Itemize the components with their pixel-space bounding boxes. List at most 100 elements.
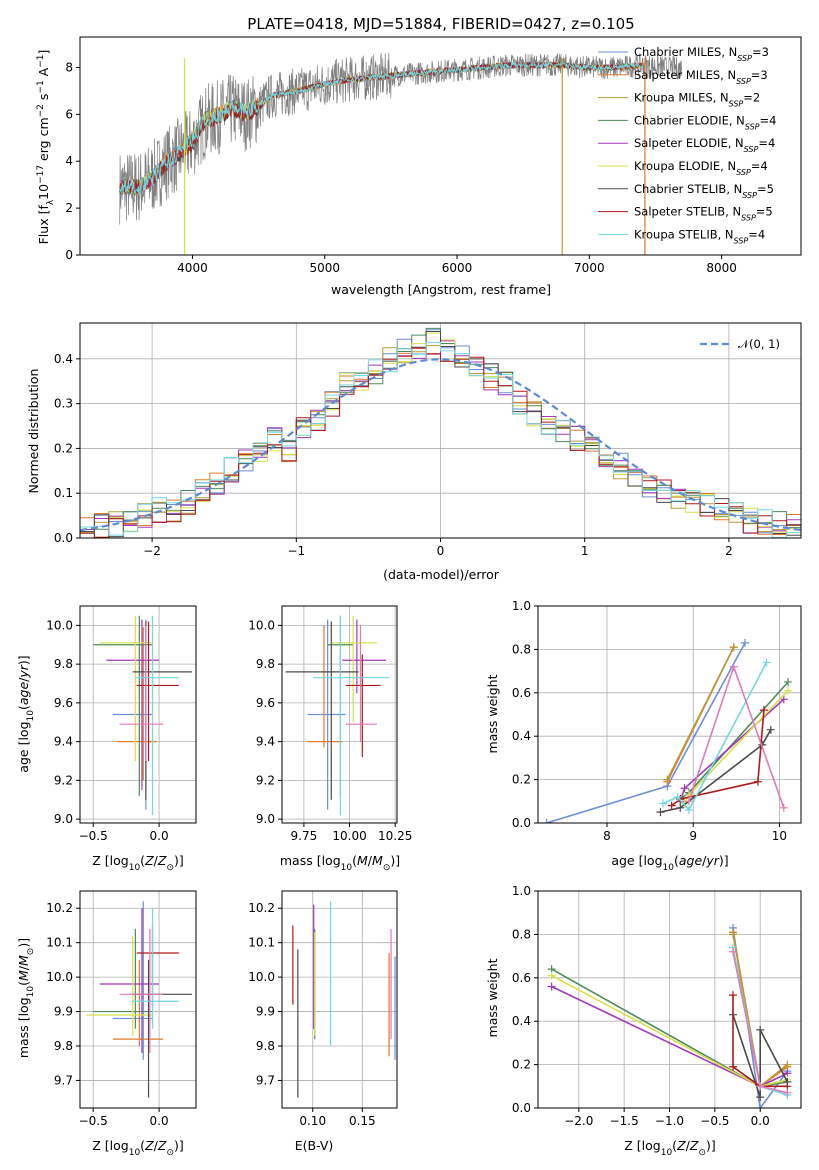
- weight-marker: [684, 805, 693, 814]
- y-tick-label: 0.0: [512, 1101, 531, 1115]
- y-tick-label: 9.8: [256, 1039, 275, 1053]
- x-tick-label: 0: [437, 544, 445, 558]
- plot-area: [285, 615, 390, 816]
- x-tick-label: 8000: [706, 261, 737, 275]
- weight-marker: [756, 1025, 765, 1034]
- y-tick-label: 0.6: [512, 971, 531, 985]
- axes-frame: [79, 322, 802, 539]
- x-tick-label: 0.0: [751, 1114, 770, 1128]
- weight-marker: [667, 801, 676, 810]
- y-tick-label: 10.0: [248, 618, 275, 632]
- y-tick-label: 9.7: [54, 1073, 73, 1087]
- y-tick-label: 1.0: [512, 599, 531, 613]
- y-tick-label: 0.4: [512, 1014, 531, 1028]
- axes-frame: [281, 890, 398, 1109]
- legend-label: 𝒩(0, 1): [738, 337, 780, 351]
- weight-marker: [684, 797, 693, 806]
- legend-subscript: SSP: [737, 54, 752, 63]
- weight-marker: [759, 706, 768, 715]
- x-tick-label: −1: [287, 544, 305, 558]
- weight-line: [666, 646, 735, 780]
- axes-frame: [79, 36, 802, 256]
- weight-marker: [783, 1060, 792, 1069]
- y-tick-label: 0: [65, 248, 73, 262]
- y-tick-label: 9.9: [54, 1005, 73, 1019]
- weight-line: [679, 681, 789, 800]
- weight-marker: [784, 686, 793, 695]
- weight-marker: [783, 1088, 792, 1097]
- y-tick-label: 9.6: [54, 696, 73, 710]
- y-tick-label: 2: [65, 201, 73, 215]
- x-tick-label: −2.0: [564, 1114, 593, 1128]
- x-tick-label: 6000: [442, 261, 473, 275]
- histogram-step: [80, 341, 801, 538]
- x-tick-label: 10.00: [332, 829, 366, 843]
- model-line: [119, 61, 643, 196]
- y-tick-label: 10.1: [46, 936, 73, 950]
- y-tick-label: 9.7: [256, 1073, 275, 1087]
- age-vs-mass-panel: 9.75 10.00 10.25 9.0 9.2 9.4 9.6 9.8 10.0: [248, 605, 412, 843]
- plot-area: [542, 638, 793, 823]
- y-tick-label: 0.8: [512, 642, 531, 656]
- x-tick-label: −0.5: [79, 829, 108, 843]
- weight-vs-metallicity-panel: −2.0 −1.5 −1.0 −0.5 0.0 0.0 0.2 0.4 0.6 0.8 1.0: [512, 884, 802, 1128]
- legend-subscript: SSP: [736, 76, 751, 85]
- model-line: [119, 60, 643, 195]
- weight-marker: [728, 991, 737, 1000]
- plot-area: [547, 923, 792, 1108]
- spectrum-data-line: [119, 52, 683, 225]
- mass-vs-extinction-panel: 0.10 0.15 9.7 9.8 9.9 10.0 10.1 10.2: [248, 890, 398, 1128]
- weight-marker: [784, 677, 793, 686]
- weight-marker: [753, 777, 762, 786]
- wz-xlabel: Z [log10(Z/Z⊙)]: [624, 1138, 716, 1158]
- x-tick-label: 0.10: [299, 1114, 326, 1128]
- weight-marker: [729, 662, 738, 671]
- y-tick-label: 9.9: [256, 1005, 275, 1019]
- x-tick-label: 8: [603, 829, 611, 843]
- legend-subscript: SSP: [736, 168, 751, 177]
- axes-frame: [537, 605, 802, 824]
- residual-xlabel: (data-model)/error: [383, 567, 500, 582]
- plot-area: [292, 901, 396, 1098]
- x-tick-label: 0.15: [349, 1114, 376, 1128]
- residual-panel: −2 −1 0 1 2 0.0 0.1 0.2 0.3 0.4 𝒩(0, 1): [54, 322, 802, 558]
- y-tick-label: 0.6: [512, 686, 531, 700]
- axes-frame: [79, 890, 197, 1109]
- legend-subscript: SSP: [734, 236, 749, 245]
- y-tick-label: 0.4: [54, 352, 73, 366]
- y-tick-label: 10.0: [46, 618, 73, 632]
- y-tick-label: 9.8: [256, 657, 275, 671]
- axes-frame: [281, 605, 398, 824]
- y-tick-label: 9.0: [54, 812, 73, 826]
- legend-label: Salpeter STELIB, NSSP=5: [634, 205, 773, 223]
- y-tick-label: 10.1: [248, 936, 275, 950]
- x-tick-label: −0.5: [79, 1114, 108, 1128]
- y-tick-label: 9.8: [54, 657, 73, 671]
- weight-marker: [676, 803, 685, 812]
- y-tick-label: 0.2: [512, 1058, 531, 1072]
- weight-vs-age-panel: 8 9 10 0.0 0.2 0.4 0.6 0.8 1.0: [512, 599, 802, 843]
- weight-marker: [779, 803, 788, 812]
- x-tick-label: 7000: [574, 261, 605, 275]
- weight-line: [732, 1014, 789, 1098]
- weight-line: [671, 710, 765, 807]
- figure-title: PLATE=0418, MJD=51884, FIBERID=0427, z=0…: [247, 15, 634, 33]
- weight-line: [546, 642, 746, 823]
- spectrum-ylabel: Flux [fλ10−17 erg cm−2 s−1 A−1]: [36, 50, 56, 245]
- spectrum-panel: 4000 5000 6000 7000 8000 0 2 4 6 8 Chabrier MILES,…: [65, 36, 802, 275]
- wa-ylabel: mass weight: [485, 674, 500, 753]
- y-tick-label: 4: [65, 154, 73, 168]
- weight-marker: [547, 982, 556, 991]
- y-tick-label: 9.8: [54, 1039, 73, 1053]
- plot-area: [80, 327, 801, 538]
- y-tick-label: 9.2: [256, 773, 275, 787]
- weight-marker: [762, 658, 771, 667]
- weight-marker: [547, 971, 556, 980]
- weight-marker: [680, 784, 689, 793]
- x-tick-label: 5000: [309, 261, 340, 275]
- plot-area: [86, 901, 193, 1098]
- x-tick-label: 1: [581, 544, 589, 558]
- weight-marker: [756, 1082, 765, 1091]
- legend-subscript: SSP: [745, 122, 760, 131]
